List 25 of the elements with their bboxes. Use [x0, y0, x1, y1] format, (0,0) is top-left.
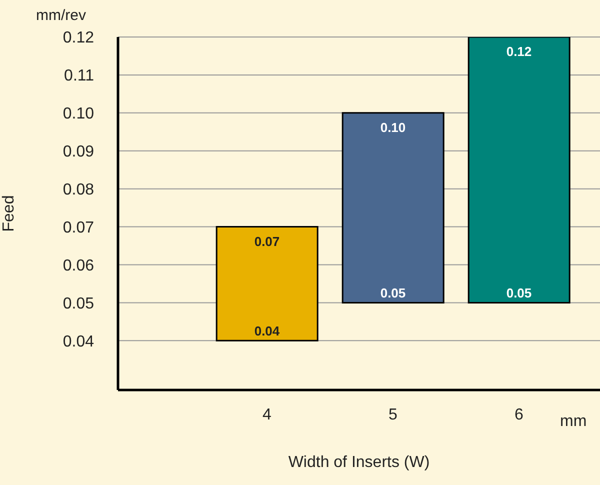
x-tick-label: 6: [514, 406, 524, 424]
x-tick-label: 5: [388, 406, 398, 424]
annotation: 0.12: [506, 44, 532, 60]
text: mm: [560, 413, 587, 431]
y-tick-label: 0.07: [62, 219, 94, 236]
bar: [216, 226, 318, 342]
y-tick-label: 0.09: [62, 144, 94, 161]
x-tick-label: 4: [262, 406, 272, 424]
y-axis-title: Feed: [0, 195, 18, 232]
annotation: 0.10: [380, 120, 406, 136]
y-tick-label: 0.06: [62, 257, 94, 274]
annotation: 0.05: [506, 286, 532, 301]
y-tick-label: 0.04: [62, 333, 94, 350]
bar: [468, 37, 570, 304]
y-tick-label: 0.05: [62, 295, 94, 312]
y-tick-label: 0.08: [62, 182, 94, 199]
y-tick-label: 0.12: [62, 30, 94, 47]
text: mm/rev: [36, 7, 86, 24]
annotation: 0.07: [254, 234, 280, 250]
annotation: 0.05: [380, 286, 406, 301]
x-axis-title: Width of Inserts (W): [288, 454, 430, 471]
y-tick-label: 0.11: [64, 68, 94, 85]
annotation: 0.04: [254, 324, 280, 339]
y-tick-label: 0.10: [62, 106, 94, 123]
bar: [342, 112, 444, 304]
